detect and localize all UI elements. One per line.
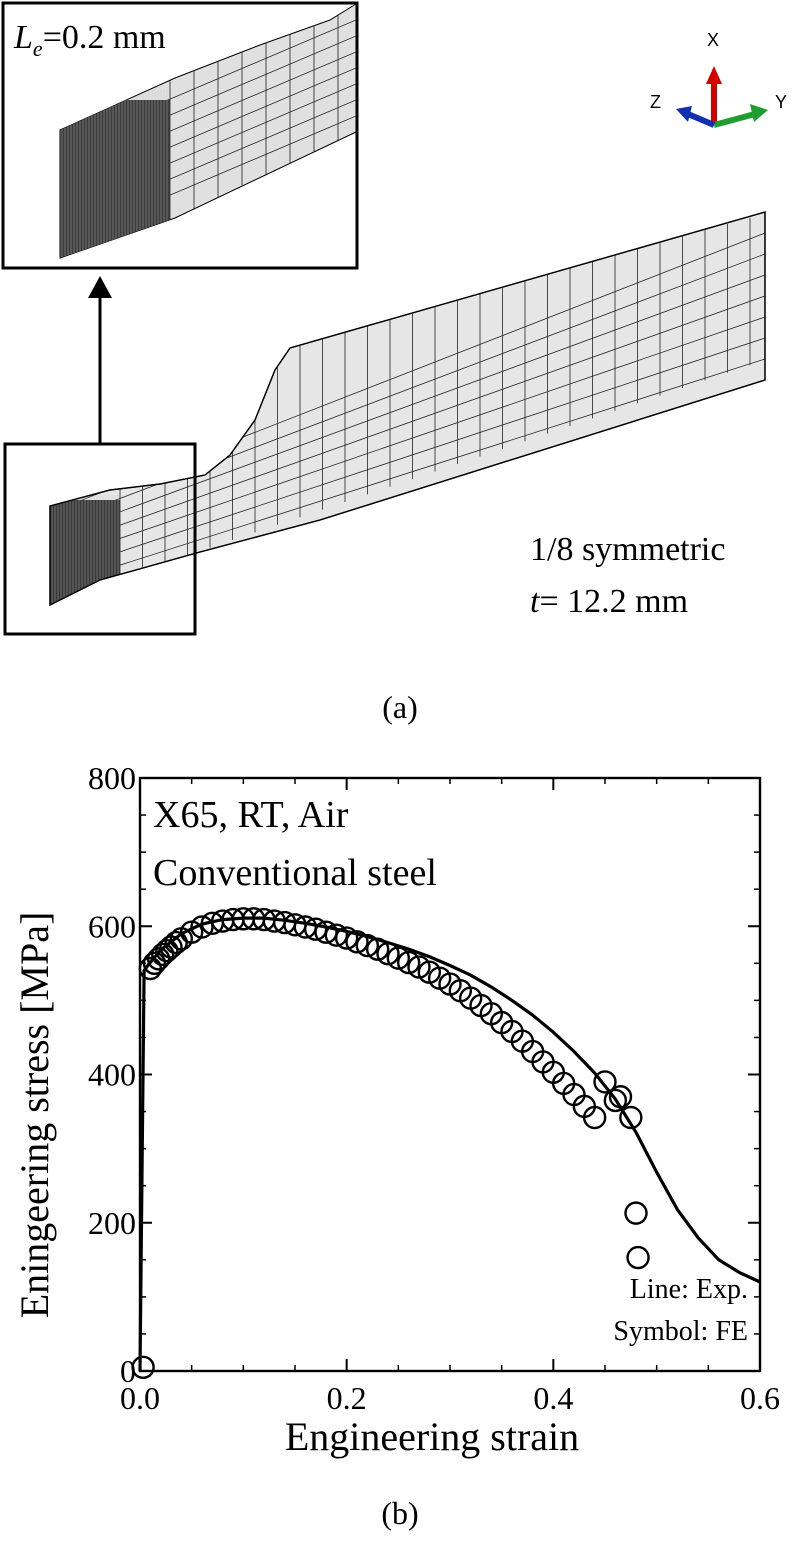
mesh-line [50, 274, 765, 538]
coordinate-triad: X Y Z [650, 30, 787, 128]
fe-data-point [151, 942, 175, 967]
symmetry-label: 1/8 symmetric [530, 531, 725, 568]
x-axis-title: Engineering strain [285, 1414, 579, 1459]
y-tick-label: 600 [88, 908, 136, 944]
fe-data-point [190, 915, 214, 939]
fe-data-point [603, 1088, 628, 1113]
y-tick-label: 800 [88, 760, 136, 796]
fe-data-point [376, 941, 400, 966]
thickness-label: t= 12.2 mm [530, 583, 688, 620]
x-tick-label: 0.6 [740, 1380, 780, 1416]
fe-data-point [131, 1355, 155, 1379]
x-tick-label: 0.2 [327, 1380, 367, 1416]
legend-line: Line: Exp. [630, 1274, 748, 1305]
fe-data-point [142, 951, 167, 976]
mesh-line [50, 358, 765, 588]
panel-b-stress-strain-chart: 0.0 0.2 0.4 0.6 0 200 400 600 800 X65, RT, Air C… [12, 760, 780, 1531]
x-axis-label: X [707, 30, 719, 50]
x-tick-label: 0.0 [120, 1380, 160, 1416]
y-tick-label: 0 [120, 1353, 136, 1389]
fe-data-point [396, 950, 421, 975]
mesh-line [50, 295, 765, 551]
fe-data-point [334, 926, 359, 950]
fe-data-point [624, 1201, 648, 1225]
fe-data-point [355, 933, 380, 958]
legend-symbol: Symbol: FE [613, 1316, 748, 1347]
material-annotation: X65, RT, Air [153, 794, 349, 836]
fe-data-point [365, 937, 390, 961]
y-axis-title: Eningeering stress [MPa] [12, 912, 57, 1319]
zoom-arrow-head [88, 276, 112, 298]
fe-data-point [619, 1105, 643, 1130]
fe-data-point [345, 930, 369, 954]
y-axis-label: Y [775, 92, 787, 112]
z-axis-label: Z [650, 92, 661, 112]
zoom-inset: Le=0.2 mm [1, 1, 359, 270]
fe-data-point [593, 1070, 617, 1094]
fe-data-point [146, 947, 171, 971]
y-tick-label: 200 [88, 1205, 136, 1241]
element-length-label: Le=0.2 mm [13, 19, 166, 61]
fe-data-point [303, 917, 328, 941]
tick-labels: 0.0 0.2 0.4 0.6 0 200 400 600 800 [88, 760, 780, 1416]
panel-a-mesh-figure: Le=0.2 mm X Y Z 1/8 symmetric t= 12.2 mm… [1, 1, 787, 725]
fe-data-point [626, 1245, 650, 1270]
fe-data-point [324, 923, 349, 947]
fe-data-point [582, 1105, 607, 1130]
mesh-line [50, 316, 765, 563]
x-tick-label: 0.4 [533, 1380, 573, 1416]
steel-type-annotation: Conventional steel [153, 852, 437, 894]
mesh-line [50, 337, 765, 576]
caption-a: (a) [382, 689, 418, 725]
z-axis-arrow [686, 111, 716, 128]
fe-data-point [608, 1085, 633, 1109]
fe-data-point [314, 920, 338, 944]
fe-data-point [386, 946, 411, 970]
series-fe-symbols [131, 907, 650, 1379]
zoom-inset-frame [1, 1, 359, 270]
caption-b: (b) [381, 1495, 418, 1531]
y-axis-arrow [713, 111, 756, 128]
y-tick-label: 400 [88, 1057, 136, 1093]
